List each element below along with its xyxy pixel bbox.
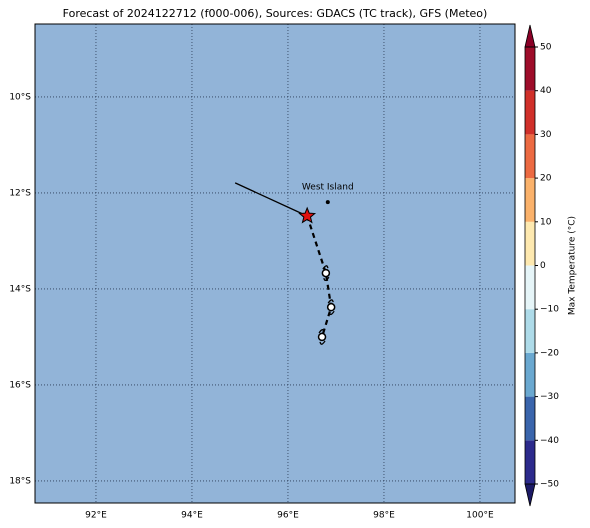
colorbar-tick-label: −50 bbox=[540, 480, 559, 490]
cyclone-symbol bbox=[321, 268, 331, 278]
cyclone-symbol-tail bbox=[318, 329, 326, 345]
cyclone-symbol-tail bbox=[322, 265, 330, 281]
colorbar-tick-label: 50 bbox=[540, 43, 552, 53]
x-tick-label: 96°E bbox=[277, 511, 299, 521]
colorbar-extend-low bbox=[524, 483, 536, 507]
x-tick-label: 100°E bbox=[466, 511, 494, 521]
colorbar-band bbox=[525, 352, 535, 397]
x-tick-label: 94°E bbox=[181, 511, 203, 521]
colorbar-label: Max Temperature (°C) bbox=[568, 216, 578, 315]
colorbar-tick-label: 10 bbox=[540, 217, 552, 227]
colorbar-tick-label: 30 bbox=[540, 130, 552, 140]
colorbar-band bbox=[525, 134, 535, 179]
y-tick-label: 10°S bbox=[9, 92, 31, 102]
ocean bbox=[35, 24, 515, 503]
current-position bbox=[298, 206, 317, 224]
y-tick-label: 16°S bbox=[9, 380, 31, 390]
colorbar-extend-high bbox=[524, 24, 536, 48]
colorbar-band bbox=[525, 90, 535, 135]
place-label: West Island bbox=[302, 183, 354, 193]
cyclone-symbol-tail bbox=[327, 299, 335, 316]
colorbar-tick-label: −40 bbox=[540, 436, 559, 446]
colorbar-tick-label: 20 bbox=[540, 174, 552, 184]
map-frame bbox=[34, 23, 516, 504]
colorbar-band bbox=[525, 309, 535, 353]
x-tick-label: 92°E bbox=[85, 511, 107, 521]
y-tick-label: 18°S bbox=[9, 476, 31, 486]
colorbar-band bbox=[525, 47, 535, 91]
map-title: Forecast of 2024122712 (f000-006), Sourc… bbox=[63, 7, 488, 20]
observed-track bbox=[234, 182, 308, 217]
y-tick-label: 12°S bbox=[9, 188, 31, 198]
cyclone-symbol bbox=[326, 302, 336, 312]
colorbar-band bbox=[525, 221, 535, 266]
colorbar-tick-label: 40 bbox=[540, 86, 552, 96]
colorbar-tick-label: −20 bbox=[540, 348, 559, 358]
y-tick-label: 14°S bbox=[9, 284, 31, 294]
colorbar-tick-label: 0 bbox=[540, 261, 546, 271]
cyclone-symbol bbox=[317, 332, 327, 342]
place-marker bbox=[325, 200, 330, 205]
colorbar-tick-label: −10 bbox=[540, 305, 559, 315]
colorbar-band bbox=[525, 178, 535, 222]
colorbar-band bbox=[525, 396, 535, 441]
colorbar-tick-label: −30 bbox=[540, 392, 559, 402]
x-tick-label: 98°E bbox=[373, 511, 395, 521]
forecast-track bbox=[306, 215, 333, 338]
colorbar-band bbox=[525, 440, 535, 484]
colorbar-band bbox=[525, 265, 535, 310]
